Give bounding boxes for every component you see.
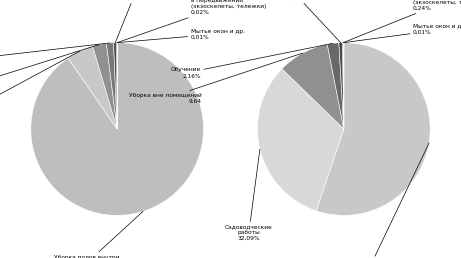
Text: Домашние помощники
в передвижении
(экзоскелеты, тележки)
0,02%: Домашние помощники в передвижении (экзос… bbox=[117, 0, 266, 43]
Wedge shape bbox=[316, 43, 430, 215]
Wedge shape bbox=[31, 43, 203, 215]
Wedge shape bbox=[339, 43, 344, 129]
Text: Обучение
2,58%: Обучение 2,58% bbox=[0, 44, 100, 91]
Text: Уборка вне помещений
1,32%: Уборка вне помещений 1,32% bbox=[0, 43, 110, 67]
Text: Домашние компаньоны
0,64%: Домашние компаньоны 0,64% bbox=[98, 0, 171, 43]
Wedge shape bbox=[93, 43, 117, 129]
Text: Уборка вне помещений
9,64: Уборка вне помещений 9,64 bbox=[129, 53, 303, 104]
Text: Уборка полов внутри
помещений
90,35%: Уборка полов внутри помещений 90,35% bbox=[54, 211, 143, 258]
Text: Мытье окон и др.
0,01%: Мытье окон и др. 0,01% bbox=[344, 24, 461, 43]
Text: Домашние помощники
в передвижении
(экзоскелеты, тележки)
0,24%: Домашние помощники в передвижении (экзос… bbox=[343, 0, 461, 43]
Text: Обучение
2,16%: Обучение 2,16% bbox=[171, 43, 333, 78]
Text: Мытье окон и др.
0,01%: Мытье окон и др. 0,01% bbox=[117, 29, 245, 43]
Wedge shape bbox=[343, 43, 344, 129]
Wedge shape bbox=[106, 43, 117, 129]
Text: Домашние компаньоны
0,67%: Домашние компаньоны 0,67% bbox=[260, 0, 341, 43]
Wedge shape bbox=[113, 43, 117, 129]
Wedge shape bbox=[327, 43, 344, 129]
Wedge shape bbox=[68, 46, 117, 129]
Wedge shape bbox=[258, 69, 344, 211]
Wedge shape bbox=[282, 44, 344, 129]
Text: Уборка полов внутри
помещений
55,19%: Уборка полов внутри помещений 55,19% bbox=[337, 143, 429, 258]
Text: Садоводческие
работы
5,08%: Садоводческие работы 5,08% bbox=[0, 51, 80, 124]
Text: Садоводческие
работы
32,09%: Садоводческие работы 32,09% bbox=[225, 149, 273, 241]
